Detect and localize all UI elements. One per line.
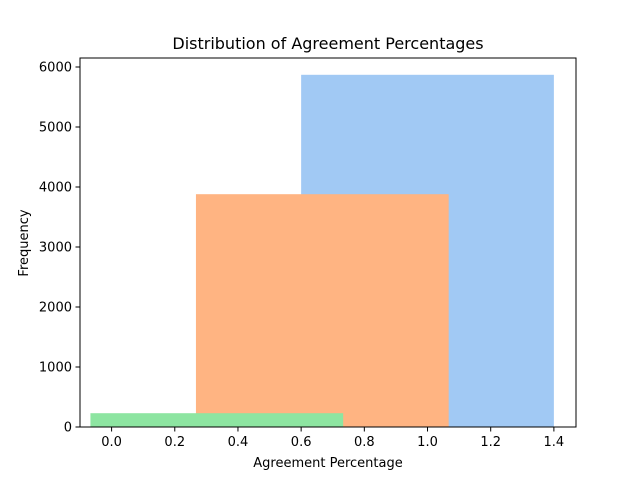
- histogram-bar-2: [195, 194, 449, 427]
- x-tick-label: 1.2: [480, 435, 501, 450]
- x-tick-label: 1.0: [417, 435, 438, 450]
- y-tick-label: 2000: [39, 301, 72, 316]
- histogram-bar-3: [90, 413, 344, 427]
- x-tick-label: 0.8: [354, 435, 375, 450]
- y-tick-label: 1000: [39, 361, 72, 376]
- ticks-layer: 0.0 0.2 0.4 0.6 0.8 1.0 1.2 1.4 0 1000 2000 3000 400…: [39, 61, 564, 451]
- bars-layer: [90, 74, 554, 428]
- y-tick-label: 4000: [39, 181, 72, 196]
- x-axis-label: Agreement Percentage: [253, 456, 402, 471]
- axes-layer: [79, 57, 577, 428]
- chart-title: Distribution of Agreement Percentages: [172, 34, 483, 53]
- x-tick-label: 1.4: [544, 435, 565, 450]
- x-tick-label: 0.4: [228, 435, 249, 450]
- plot-frame: [79, 57, 577, 428]
- y-axis-label: Frequency: [17, 209, 32, 276]
- y-tick-label: 3000: [39, 241, 72, 256]
- x-tick-label: 0.2: [164, 435, 185, 450]
- x-tick-label: 0.6: [291, 435, 312, 450]
- y-tick-label: 0: [64, 421, 72, 436]
- y-tick-label: 5000: [39, 121, 72, 136]
- y-tick-label: 6000: [39, 61, 72, 76]
- x-tick-label: 0.0: [101, 435, 122, 450]
